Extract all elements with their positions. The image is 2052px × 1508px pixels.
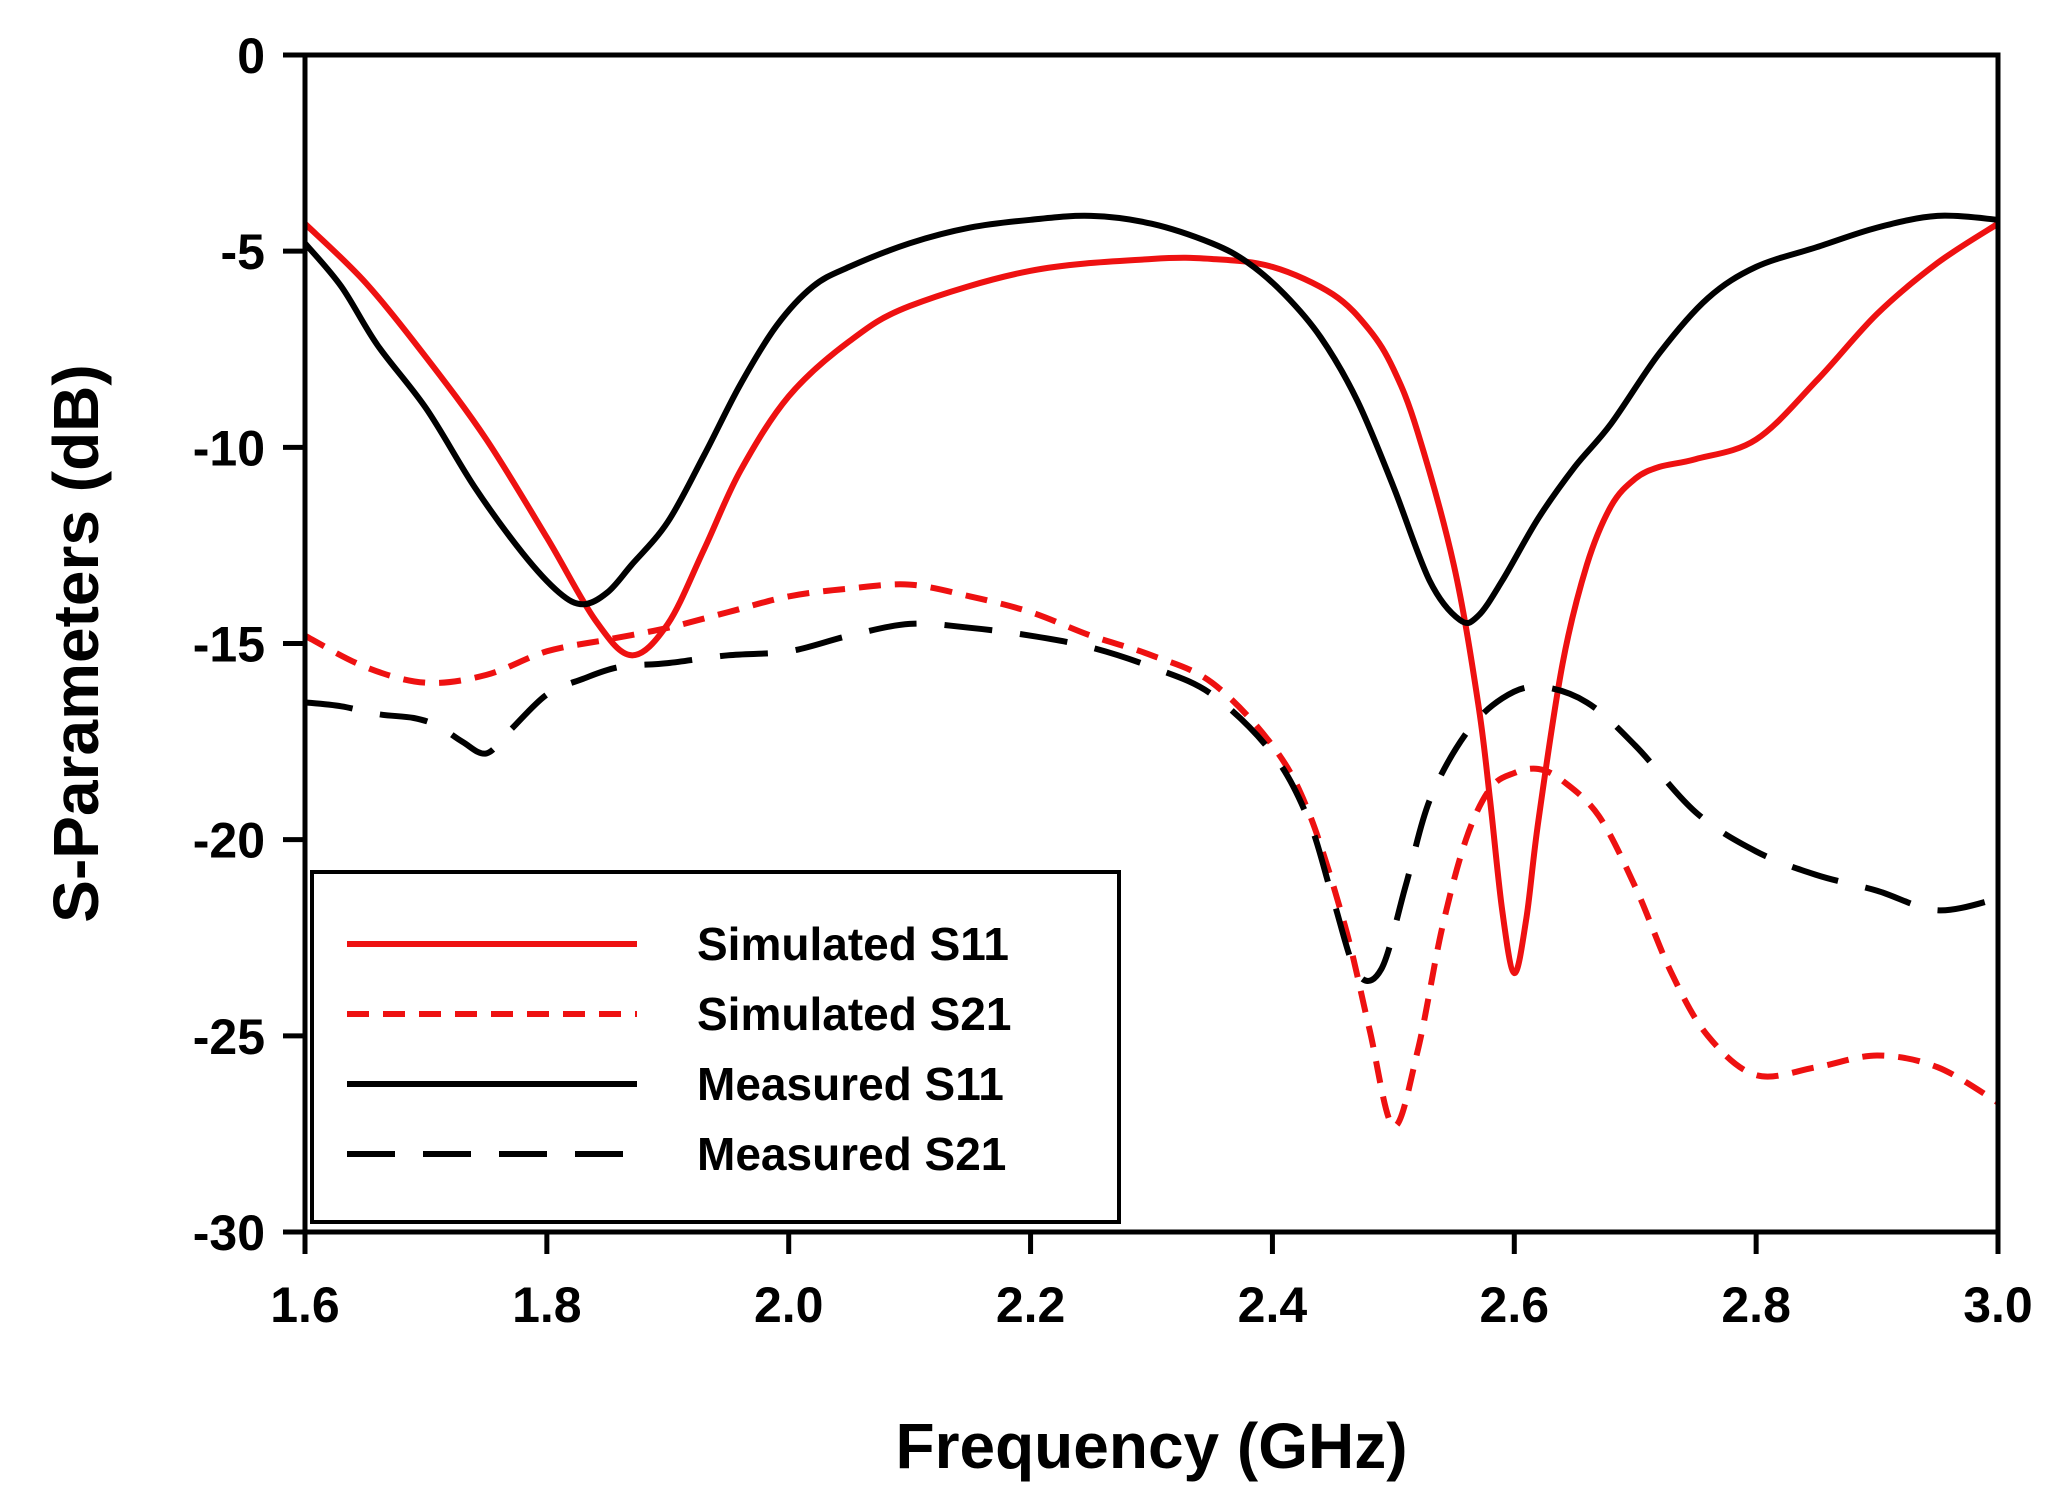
series-layer [302,212,2000,1130]
legend: Simulated S11 Simulated S21 Measured S11 Me… [310,870,1121,1224]
x-tick-label: 2.6 [1480,1277,1550,1333]
x-tick-label: 2.2 [996,1277,1066,1333]
series-line-measured-s21 [304,620,1999,984]
series-line-measured-s11 [302,212,1999,627]
x-tick-label: 3.0 [1963,1277,2033,1333]
y-tick-label: -15 [193,617,265,673]
x-tick-label: 1.8 [512,1277,582,1333]
y-tick-label: -30 [193,1205,265,1261]
y-axis-ticks: 0 -5 -10 -15 -20 -25 -30 [193,28,305,1261]
legend-label-measured-s21: Measured S21 [697,1128,1006,1180]
y-tick-label: -5 [221,224,265,280]
legend-label-measured-s11: Measured S11 [697,1058,1004,1110]
y-tick-label: -25 [193,1009,265,1065]
x-tick-label: 2.4 [1238,1277,1308,1333]
x-tick-label: 2.8 [1721,1277,1791,1333]
legend-label-simulated-s21: Simulated S21 [697,988,1011,1040]
legend-label-simulated-s11: Simulated S11 [697,918,1009,970]
y-axis-title: S-Parameters (dB) [40,364,112,922]
series-line-simulated-s11 [302,221,2000,977]
y-tick-label: -20 [193,813,265,869]
x-tick-label: 2.0 [754,1277,824,1333]
series-line-simulated-s21 [303,581,2000,1130]
x-tick-label: 1.6 [270,1277,340,1333]
x-axis-ticks: 1.6 1.8 2.0 2.2 2.4 2.6 2.8 3.0 [270,1232,2033,1333]
y-tick-label: 0 [237,28,265,84]
y-tick-label: -10 [193,420,265,476]
x-axis-title: Frequency (GHz) [895,1410,1407,1482]
legend-box [310,870,1121,1224]
